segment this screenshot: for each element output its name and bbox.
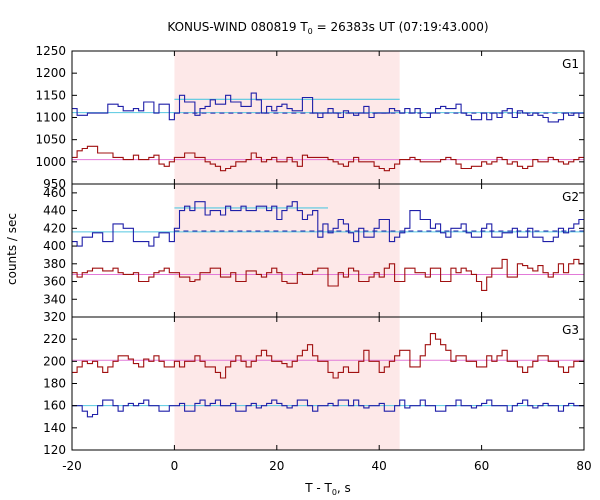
y-tick-label: 140 xyxy=(43,421,66,435)
panel-g2: 320 340 360 380 400 420 440 460 G2 xyxy=(43,183,585,324)
chart-title-sub: 0 xyxy=(308,27,313,36)
chart-title: KONUS-WIND 080819 T0 = 26383s UT (07:19:… xyxy=(167,20,488,36)
y-tick-label: 420 xyxy=(43,221,66,235)
panel-label: G1 xyxy=(562,57,579,71)
chart-title-rest: = 26383s UT (07:19:43.000) xyxy=(313,20,489,34)
panel-label: G2 xyxy=(562,190,579,204)
burst-interval-shade xyxy=(174,51,400,450)
y-tick-label: 360 xyxy=(43,275,66,289)
chart-title-main: KONUS-WIND 080819 T xyxy=(167,20,308,34)
light-curve-red xyxy=(72,333,584,379)
x-tick-label: 40 xyxy=(372,459,387,473)
y-tick-label: 180 xyxy=(43,377,66,391)
y-tick-label: 950 xyxy=(43,177,66,191)
y-tick-label: 380 xyxy=(43,257,66,271)
x-axis-label-main: T - T xyxy=(304,481,332,495)
x-tick-label: 60 xyxy=(474,459,489,473)
y-tick-label: 120 xyxy=(43,443,66,457)
y-tick-label: 460 xyxy=(43,186,66,200)
x-axis-label: T - T0, s xyxy=(304,481,351,497)
panel-label: G3 xyxy=(562,323,579,337)
y-tick-label: 200 xyxy=(43,354,66,368)
y-tick-label: 1000 xyxy=(35,155,66,169)
light-curve-blue xyxy=(72,92,584,123)
light-curve-blue xyxy=(72,201,584,247)
y-tick-label: 160 xyxy=(43,399,66,413)
y-tick-label: 340 xyxy=(43,292,66,306)
y-tick-label: 1050 xyxy=(35,133,66,147)
y-tick-label: 440 xyxy=(43,204,66,218)
x-tick-label: 80 xyxy=(576,459,591,473)
y-tick-label: 1150 xyxy=(35,88,66,102)
panel-g1: 950 1000 1050 1100 1150 1200 1250 G1 xyxy=(35,44,585,191)
y-tick-label: 400 xyxy=(43,239,66,253)
panel-g3: 120 140 160 180 200 220 G3 xyxy=(43,316,585,457)
light-curve-blue xyxy=(72,399,584,418)
x-axis-label-sub: 0 xyxy=(332,488,337,497)
y-tick-label: 320 xyxy=(43,310,66,324)
y-tick-label: 220 xyxy=(43,332,66,346)
plot-area: 950100010501100115012001250G132034036038… xyxy=(35,44,591,473)
x-tick-label: -20 xyxy=(62,459,82,473)
x-tick-label: 0 xyxy=(171,459,179,473)
y-axis-label: counts / sec xyxy=(5,213,19,285)
x-axis-label-rest: , s xyxy=(337,481,351,495)
light-curve-red xyxy=(72,145,584,172)
light-curve-red xyxy=(72,258,584,291)
y-tick-label: 1100 xyxy=(35,111,66,125)
y-tick-label: 1200 xyxy=(35,66,66,80)
y-tick-label: 1250 xyxy=(35,44,66,58)
x-tick-label: 20 xyxy=(269,459,284,473)
